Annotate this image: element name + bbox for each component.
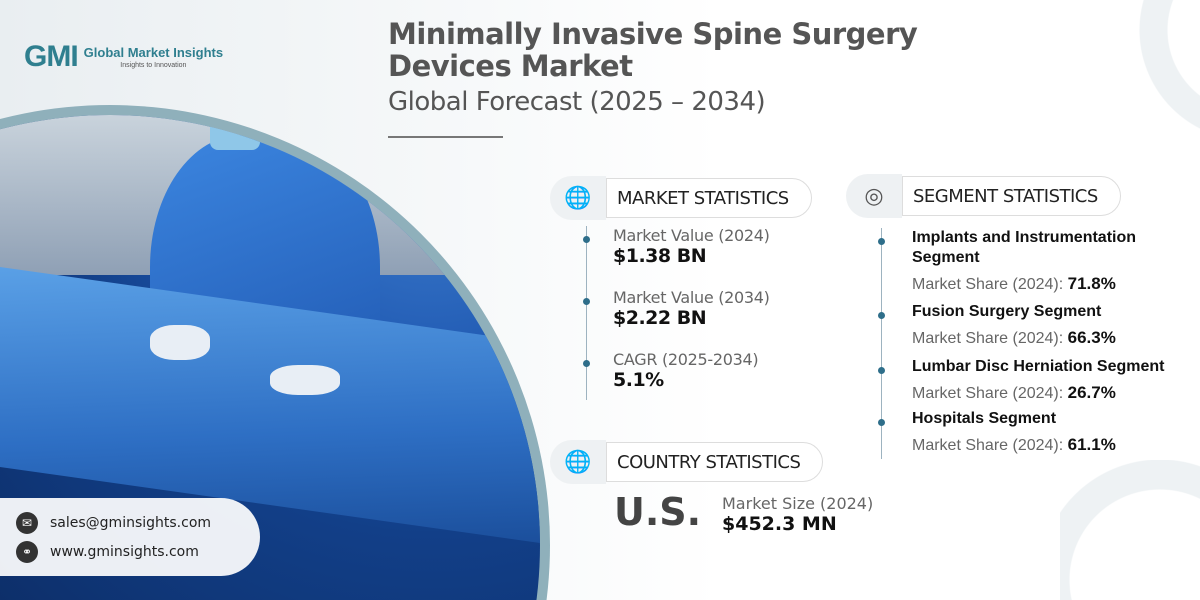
gmi-logo: GMI Global Market Insights Insights to I… (24, 40, 224, 73)
globe-icon: ⚭ (16, 540, 38, 563)
title-line-1: Minimally Invasive Spine Surgery (388, 17, 918, 51)
list-item: Market Value (2034) $2.22 BN (583, 288, 770, 350)
target-chart-icon: ◎ (846, 174, 902, 218)
market-statistics-list: Market Value (2024) $1.38 BN Market Value… (583, 226, 770, 400)
email-link[interactable]: ✉ sales@gminsights.com (16, 508, 260, 537)
list-item: Fusion Surgery Segment Market Share (2024… (878, 302, 1191, 357)
chart-globe-icon: 🌐 (550, 176, 606, 220)
list-item: Lumbar Disc Herniation Segment Market Sha… (878, 357, 1191, 409)
list-item: CAGR (2025-2034) 5.1% (583, 350, 770, 400)
segment-statistics-header: ◎ SEGMENT STATISTICS (846, 174, 1121, 218)
country-market-size: Market Size (2024) $452.3 MN (722, 494, 874, 535)
title-line-2: Devices Market (388, 49, 633, 83)
divider (388, 136, 503, 138)
website-link[interactable]: ⚭ www.gminsights.com (16, 537, 260, 566)
list-item: Implants and Instrumentation Segment Mark… (878, 228, 1172, 302)
list-item: Market Value (2024) $1.38 BN (583, 226, 770, 288)
country-name: U.S. (614, 490, 702, 534)
contact-panel: ✉ sales@gminsights.com ⚭ www.gminsights.co… (0, 498, 260, 576)
list-item: Hospitals Segment Market Share (2024): 61… (878, 409, 1191, 459)
market-statistics-header: 🌐 MARKET STATISTICS (550, 176, 812, 220)
envelope-icon: ✉ (16, 511, 38, 534)
country-statistics-header: 🌐 COUNTRY STATISTICS (550, 440, 824, 484)
subtitle: Global Forecast (2025 – 2034) (388, 87, 766, 117)
decorative-ring (1080, 0, 1200, 140)
globe-pin-icon: 🌐 (550, 440, 606, 484)
decorative-ring (1060, 460, 1200, 600)
report-title: Minimally Invasive Spine Surgery Devices… (388, 18, 988, 138)
segment-statistics-list: Implants and Instrumentation Segment Mark… (878, 228, 1191, 459)
